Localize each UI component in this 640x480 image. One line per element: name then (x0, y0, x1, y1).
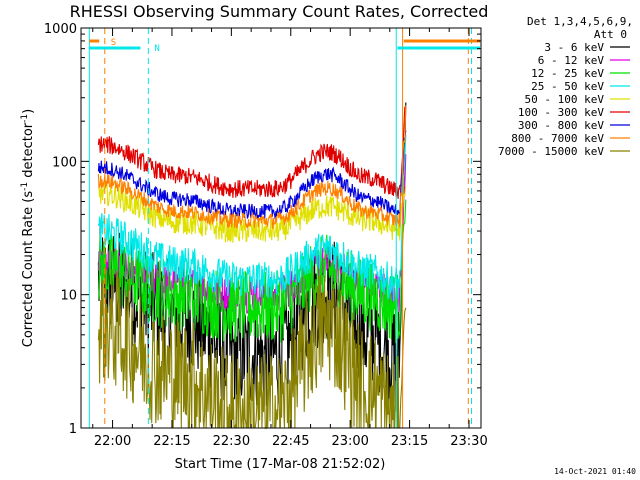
x-tick-label: 22:30 (213, 434, 250, 449)
y-axis-label-end: ) (21, 109, 36, 114)
x-tick-label: 23:30 (450, 434, 487, 449)
y-tick-label: 100 (52, 155, 77, 170)
x-tick-label: 22:45 (272, 434, 309, 449)
plot-area: SN (88, 28, 480, 430)
series-line-5 (97, 105, 407, 199)
y-axis-label-sup1: -1 (20, 182, 30, 191)
legend-header-line2: Att 0 (594, 28, 627, 41)
x-tick-label: 23:00 (331, 434, 368, 449)
legend-entry-label: 300 - 800 keV (518, 119, 604, 132)
legend-entry-label: 100 - 300 keV (518, 106, 604, 119)
legend-entry-label: 25 - 50 keV (531, 80, 604, 93)
plot-frame (80, 27, 482, 429)
legend-entry-label: 12 - 25 keV (531, 67, 604, 80)
x-tick-label: 22:00 (94, 434, 131, 449)
y-axis-label-sup2: -1 (20, 114, 30, 123)
generation-timestamp: 14-Oct-2021 01:40 (554, 467, 636, 476)
legend-entry-label: 800 - 7000 keV (511, 132, 604, 145)
series-line-3 (97, 135, 407, 302)
y-axis: 1 10 100 1000 (44, 22, 481, 437)
y-axis-label: Corrected Count Rate (s-1 detector-1) (20, 109, 36, 347)
y-tick-label: 1000 (44, 22, 77, 37)
chart-title: RHESSI Observing Summary Count Rates, Co… (70, 2, 489, 21)
y-axis-label-mid: detector (21, 122, 36, 182)
x-tick-label: 22:15 (153, 434, 190, 449)
legend-entry-label: 7000 - 15000 keV (498, 145, 604, 158)
series-line-7 (97, 105, 407, 230)
legend-entry-label: 6 - 12 keV (538, 54, 605, 67)
legend-entry-label: 3 - 6 keV (544, 41, 604, 54)
y-axis-label-main: Corrected Count Rate (s (21, 191, 36, 348)
y-tick-label: 10 (60, 289, 77, 304)
x-tick-label: 23:15 (391, 434, 428, 449)
x-axis: 22:00 22:15 22:30 22:45 23:00 23:15 23:30 (92, 28, 488, 449)
x-axis-label: Start Time (17-Mar-08 21:52:02) (175, 457, 386, 472)
night-marker-label: N (154, 44, 159, 54)
legend-entry-label: 50 - 100 keV (525, 93, 605, 106)
legend-header-line1: Det 1,3,4,5,6,9, (527, 15, 633, 28)
y-tick-label: 1 (69, 422, 77, 437)
saa-marker-label: S (111, 38, 116, 48)
